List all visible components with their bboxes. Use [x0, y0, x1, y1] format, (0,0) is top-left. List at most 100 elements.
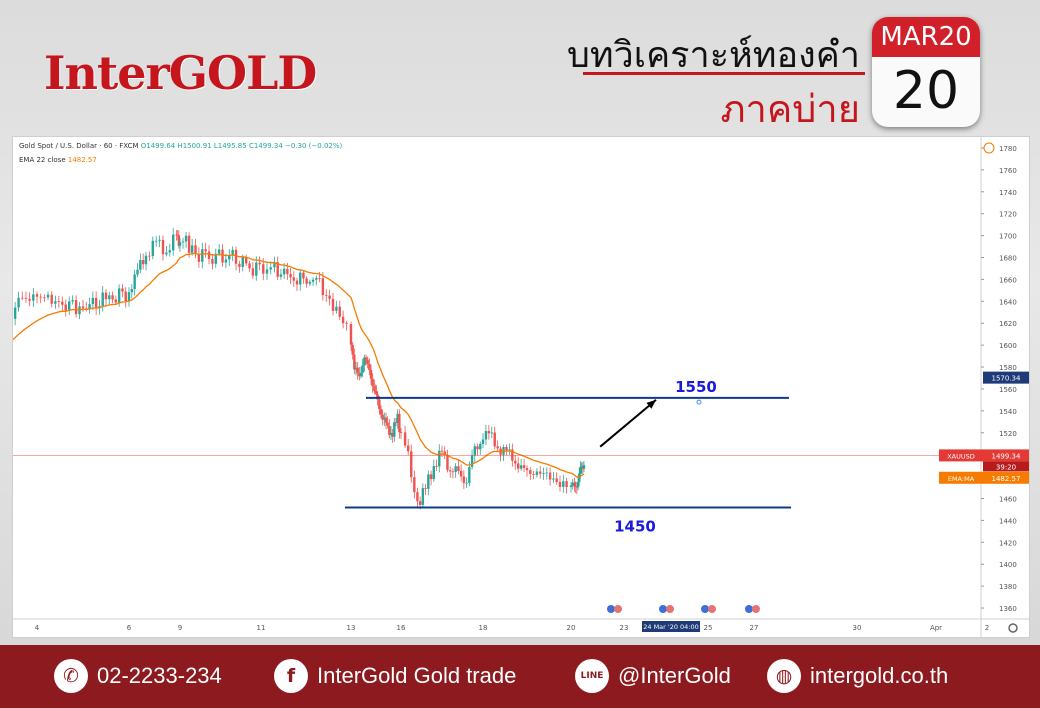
event-marker-icon — [659, 605, 667, 613]
candle-body — [248, 263, 251, 269]
footer-phone[interactable]: ✆ 02-2233-234 — [54, 659, 222, 693]
candle-body — [54, 301, 57, 304]
candle-body — [81, 306, 85, 309]
x-tick-label: 30 — [853, 624, 862, 632]
candle-body — [383, 417, 386, 420]
indicator-legend: EMA 22 close 1482.57 — [19, 156, 97, 164]
candle-body — [573, 482, 576, 487]
candle-body — [201, 249, 204, 262]
candle-body — [178, 242, 182, 246]
price-chart[interactable]: 1360138014001420144014601480150015201540… — [13, 137, 1029, 637]
candle-body — [184, 235, 188, 242]
candle-body — [354, 367, 358, 370]
footer-website[interactable]: ◍ intergold.co.th — [767, 659, 948, 693]
candle-body — [265, 269, 269, 274]
x-tick-label: 13 — [347, 624, 356, 632]
candle-body — [413, 477, 416, 493]
candle-body — [43, 297, 46, 299]
candle-body — [359, 372, 363, 377]
candle-body — [124, 291, 127, 302]
candle-body — [361, 365, 364, 373]
settings-gear-icon — [1008, 623, 1018, 633]
y-tick-label: 1600 — [999, 342, 1017, 350]
contact-footer: ✆ 02-2233-234 f InterGold Gold trade LIN… — [0, 645, 1040, 708]
facebook-icon: f — [274, 659, 308, 693]
candle-body — [299, 272, 302, 285]
alert-icon — [983, 142, 995, 154]
candle-body — [231, 249, 234, 255]
candle-body — [94, 297, 98, 309]
calendar-icon: MAR20 20 — [872, 17, 980, 127]
candle-body — [217, 249, 221, 254]
level-tag — [983, 371, 1029, 384]
candle-body — [328, 295, 331, 299]
candle-body — [562, 481, 565, 487]
website-url: intergold.co.th — [810, 663, 949, 688]
candle-body — [133, 274, 136, 290]
candle-body — [238, 263, 241, 267]
candle-body — [529, 470, 532, 475]
target-marker — [696, 399, 702, 405]
candle-body — [548, 472, 552, 480]
projection-arrow — [599, 399, 657, 448]
candle-body — [91, 297, 95, 305]
candle-body — [104, 292, 108, 300]
y-tick-label: 1440 — [999, 517, 1017, 525]
candle-body — [117, 288, 121, 303]
candle-body — [421, 488, 425, 505]
footer-facebook[interactable]: f InterGold Gold trade — [274, 659, 516, 693]
candle-body — [571, 482, 574, 486]
candle-body — [57, 301, 61, 302]
y-tick-label: 1720 — [999, 211, 1017, 219]
candle-body — [325, 295, 328, 296]
candle-body — [276, 262, 279, 277]
candle-body — [64, 304, 67, 311]
candle-body — [511, 449, 514, 461]
candle-body — [569, 485, 573, 488]
candle-body — [481, 439, 485, 444]
candle-body — [525, 467, 529, 471]
y-tick-label: 1660 — [999, 276, 1017, 284]
crosshair-date-text: 24 Mar '20 04:00 — [643, 623, 699, 631]
event-marker-icon — [745, 605, 753, 613]
candle-body — [211, 258, 214, 264]
candle-body — [487, 431, 491, 434]
candle-body — [88, 304, 91, 309]
candle-body — [552, 478, 555, 480]
event-marker-icon — [708, 605, 716, 613]
candle-body — [542, 472, 545, 474]
candle-body — [418, 501, 422, 505]
candle-body — [305, 278, 308, 284]
y-tick-label: 1580 — [999, 364, 1017, 372]
event-marker-icon — [614, 605, 622, 613]
candle-body — [555, 478, 558, 483]
candle-body — [353, 354, 356, 370]
footer-line[interactable]: LINE @InterGold — [575, 659, 731, 693]
x-tick-label: 11 — [257, 624, 266, 632]
candle-body — [273, 262, 276, 268]
candle-body — [505, 447, 508, 451]
candle-body — [262, 264, 265, 274]
x-tick-label: 23 — [620, 624, 629, 632]
candle-body — [269, 267, 272, 270]
candle-body — [101, 292, 104, 307]
candle-body — [532, 474, 535, 475]
candle-body — [363, 357, 366, 366]
candle-body — [403, 432, 407, 446]
phone-icon: ✆ — [54, 659, 88, 693]
candle-body — [576, 481, 580, 488]
candle-body — [315, 278, 318, 280]
candle-body — [318, 278, 321, 279]
candle-body — [424, 488, 427, 489]
candle-body — [302, 272, 305, 279]
intergold-logo: InterGOLD — [44, 46, 317, 100]
candle-body — [190, 245, 194, 253]
price-tag-label: XAUUSD — [947, 452, 975, 460]
candle-body — [582, 465, 586, 469]
projection-arrowhead — [646, 399, 656, 409]
chart-panel[interactable]: 1360138014001420144014601480150015201540… — [12, 136, 1030, 638]
ema-line — [13, 252, 585, 479]
calendar-month: MAR20 — [872, 17, 980, 57]
ema-tag-label-box — [939, 471, 983, 484]
candle-body — [321, 278, 325, 296]
